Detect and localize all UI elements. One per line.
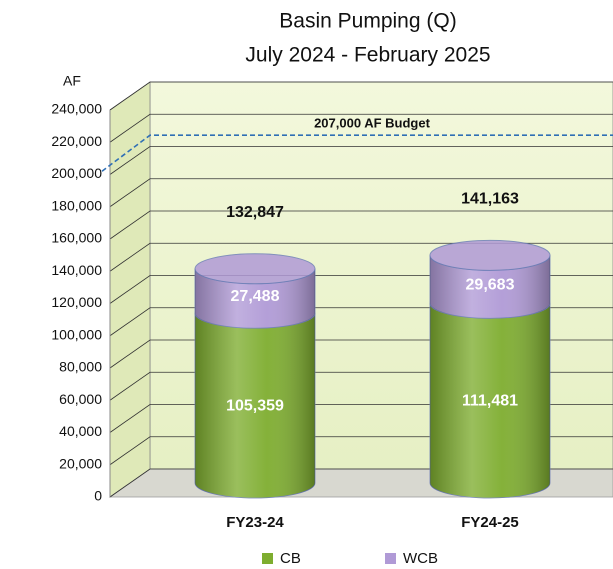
grid-line — [109, 146, 613, 175]
bar-shading — [195, 268, 315, 329]
y-tick-label: 40,000 — [59, 423, 102, 439]
legend-label: WCB — [403, 550, 438, 567]
grid-line — [109, 210, 613, 240]
chart-title: Basin Pumping (Q) — [279, 10, 456, 33]
value-label: 27,488 — [231, 288, 280, 305]
grid-line — [109, 178, 613, 208]
grid-line — [109, 81, 613, 111]
y-tick-label: 120,000 — [51, 294, 102, 310]
x-tick-label: FY24-25 — [461, 514, 519, 531]
bar-top — [194, 253, 316, 285]
bar-shading — [195, 313, 315, 498]
chart-subtitle: July 2024 - February 2025 — [245, 44, 490, 67]
value-label: 29,683 — [466, 277, 515, 294]
y-axis-label: AF — [63, 73, 81, 89]
value-label: 111,481 — [462, 392, 518, 409]
y-tick-label: 0 — [94, 488, 102, 504]
y-tick-label: 200,000 — [51, 165, 102, 181]
value-label: 105,359 — [226, 397, 284, 414]
bar-shading — [430, 303, 550, 498]
budget-line — [101, 134, 613, 172]
grid-line — [109, 113, 613, 143]
total-label: 141,163 — [461, 191, 519, 208]
y-tick-label: 180,000 — [51, 197, 102, 213]
x-tick-label: FY23-24 — [226, 514, 284, 531]
budget-label: 207,000 AF Budget — [314, 116, 431, 131]
total-label: 132,847 — [226, 204, 284, 221]
y-tick-label: 240,000 — [51, 101, 102, 117]
legend-label: CB — [280, 550, 301, 567]
y-tick-label: 140,000 — [51, 262, 102, 278]
y-tick-label: 160,000 — [51, 230, 102, 246]
y-tick-label: 20,000 — [59, 455, 102, 471]
y-tick-label: 100,000 — [51, 326, 102, 342]
bar-shading — [430, 255, 550, 319]
bar-top — [429, 239, 551, 271]
y-tick-label: 220,000 — [51, 133, 102, 149]
y-tick-label: 60,000 — [59, 391, 102, 407]
legend-swatch — [262, 553, 273, 564]
y-tick-label: 80,000 — [59, 359, 102, 375]
legend-swatch — [385, 553, 396, 564]
